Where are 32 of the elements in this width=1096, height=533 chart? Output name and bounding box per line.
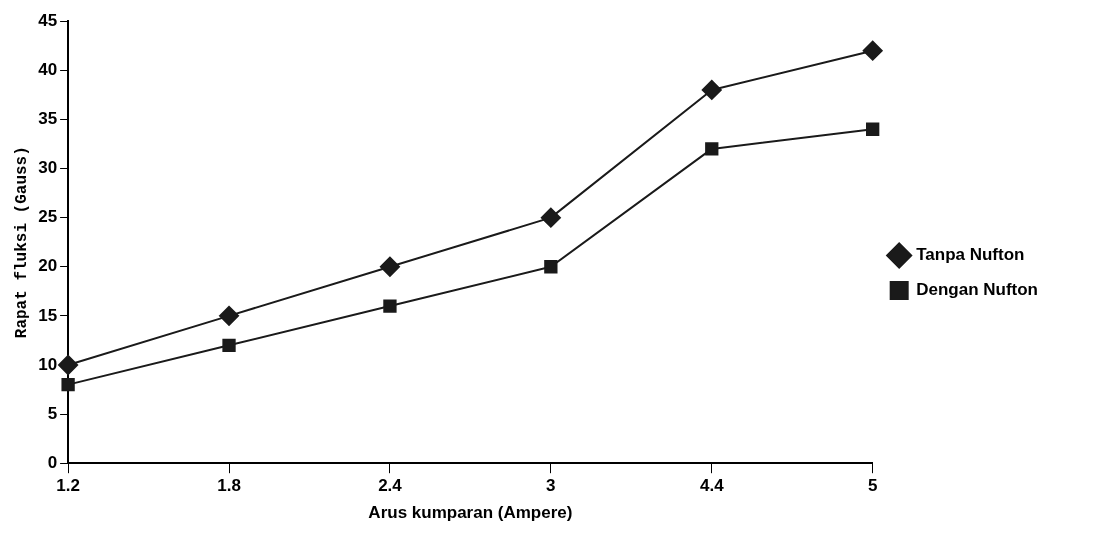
y-tick-label: 20 [38, 256, 58, 276]
point [544, 260, 558, 274]
y-tick-label: 35 [38, 109, 58, 129]
point [219, 305, 240, 326]
y-tick-label: 15 [38, 305, 58, 325]
point [379, 256, 400, 277]
legend-label: Tanpa Nufton [916, 245, 1025, 265]
x-tick-label: 1.2 [56, 476, 80, 496]
y-tick-label: 5 [47, 403, 58, 423]
point [701, 79, 722, 100]
y-tick-label: 40 [38, 60, 58, 79]
x-tick-label: 1.8 [217, 476, 241, 496]
y-tick-label: 0 [47, 452, 58, 472]
point [383, 299, 397, 313]
x-tick-label: 3 [546, 476, 556, 496]
x-axis-title: Arus kumparan (Ampere) [368, 503, 573, 523]
point [705, 142, 719, 156]
y-tick-label: 45 [38, 10, 58, 30]
y-tick-label: 25 [38, 207, 58, 227]
y-axis-title: Rapat fluksi (Gauss) [12, 146, 31, 339]
point [540, 207, 561, 228]
point [862, 40, 883, 61]
point [222, 338, 236, 352]
x-tick-label: 2.4 [378, 476, 403, 496]
point [58, 354, 79, 375]
x-tick-label: 5 [867, 476, 878, 496]
x-tick-label: 4.4 [699, 476, 725, 496]
y-tick-label: 30 [38, 158, 58, 178]
y-tick-label: 10 [38, 354, 58, 374]
legend-label: Dengan Nufton [916, 280, 1039, 300]
point [61, 377, 75, 392]
point [866, 122, 880, 136]
